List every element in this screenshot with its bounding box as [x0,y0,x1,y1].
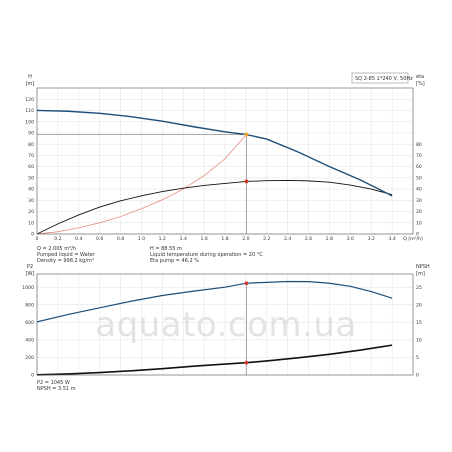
x-tick-label: 0.6 [96,236,103,242]
p2-tick-label: 800 [25,302,34,308]
efficiency-curve [36,179,393,235]
h-axis-unit: [m] [26,81,35,87]
x-tick-label: 2.0 [242,236,249,242]
x-tick-label: 0.8 [117,236,124,242]
x-tick-label: 2.6 [305,236,312,242]
npsh-axis-unit: [m] [416,271,425,277]
x-tick-label: 2.4 [284,236,291,242]
top-grid [36,88,413,235]
npsh-tick-label: 5 [416,355,419,361]
h-tick-label: 30 [28,198,34,204]
info-liquid: Pumped liquid = Water [37,252,96,258]
h-tick-label: 100 [25,119,34,125]
h-tick-label: 60 [28,164,34,170]
eta-tick-label: 50 [416,175,422,181]
head-efficiency-panel: 0 0.2 0.4 0.6 0.8 1.0 1.2 1.4 1.6 1.8 2.0 2.2 2.4 2.6… [25,72,425,242]
eta-tick-label: 60 [416,164,422,170]
eta-tick-label: 30 [416,198,422,204]
h-tick-label: 90 [28,131,34,137]
bottom-ticks: 0 200 400 600 800 1000 0 5 10 15 20 25 [22,285,422,379]
npsh-tick-label: 15 [416,320,422,326]
watermark: aquato.com.ua [95,305,356,345]
eta-tick-label: 20 [416,209,422,215]
npsh-curve [36,344,393,376]
npsh-tick-label: 0 [416,373,419,379]
p2-tick-label: 600 [25,320,34,326]
legend-box [351,72,409,84]
p2-axis-unit: [W] [26,271,35,277]
info-flow: Q = 2.005 m³/h [37,246,76,252]
x-tick-label: 3.4 [388,236,395,242]
x-tick-label: 1.2 [159,236,166,242]
eta-axis-label: eta [416,74,424,80]
eta-tick-label: 0 [416,232,419,238]
x-tick-label: 0 [36,236,39,242]
info-head: H = 88.55 m [150,246,182,252]
h-tick-label: 20 [28,209,34,215]
h-tick-label: 120 [25,97,34,103]
info-eta: Eta pump = 46.2 % [150,258,199,264]
x-tick-label: 0.4 [75,236,82,242]
x-tick-label: 3.2 [368,236,375,242]
top-marks [36,109,393,235]
x-tick-label: 3.0 [347,236,354,242]
x-tick-label: 1.4 [180,236,187,242]
h-tick-label: 70 [28,153,34,159]
p2-axis-label: P2 [27,264,33,270]
system-curve [36,134,247,235]
x-tick-label: 1.0 [138,236,145,242]
p2-tick-label: 1000 [22,285,34,291]
duty-point-npsh [244,360,249,365]
eta-tick-label: 70 [416,153,422,159]
p2-tick-label: 400 [25,337,34,343]
npsh-axis-label: NPSH [416,264,430,270]
top-plot-frame [36,87,414,235]
bottom-marks [36,280,393,376]
info-density: Density = 998.2 kg/m³ [37,258,94,264]
duty-point-info: Q = 2.005 m³/h Pumped liquid = Water Den… [37,246,263,264]
eta-tick-label: 40 [416,187,422,193]
x-tick-label: 1.8 [221,236,228,242]
info-p2: P2 = 1045 W [37,380,70,386]
h-tick-label: 0 [31,232,34,238]
p2-tick-label: 200 [25,355,34,361]
duty-point-efficiency [244,179,249,184]
eta-tick-label: 10 [416,220,422,226]
eta-tick-label: 80 [416,142,422,148]
npsh-tick-label: 20 [416,302,422,308]
h-tick-label: 40 [28,187,34,193]
npsh-tick-label: 25 [416,285,422,291]
power-npsh-panel: aquato.com.ua 0 200 400 600 800 1000 0 5 10 15 20 2… [22,264,430,392]
top-ticks: 0 0.2 0.4 0.6 0.8 1.0 1.2 1.4 1.6 1.8 2.0 2.2 2.4 2.6… [25,97,423,242]
x-tick-label: 1.6 [200,236,207,242]
duty-point-power [244,281,249,286]
duty-point-head [244,132,249,137]
info-npsh: NPSH = 3.51 m [37,386,76,392]
h-axis-label: H [28,74,32,80]
x-tick-label: 2.2 [263,236,270,242]
legend-text: SQ 2-85 1*240 V, 50Hz [355,76,413,82]
h-tick-label: 10 [28,220,34,226]
info-temperature: Liquid temperature during operation = 20… [150,252,263,258]
head-curve [36,109,393,197]
bottom-plot-frame [36,273,414,376]
p2-tick-label: 0 [31,373,34,379]
npsh-tick-label: 10 [416,337,422,343]
eta-axis-unit: [%] [416,81,425,87]
h-tick-label: 110 [25,108,34,114]
x-tick-label: 2.8 [326,236,333,242]
x-axis-label: Q [m³/h] [403,236,423,242]
h-tick-label: 50 [28,175,34,181]
h-tick-label: 80 [28,142,34,148]
x-tick-label: 0.2 [54,236,61,242]
